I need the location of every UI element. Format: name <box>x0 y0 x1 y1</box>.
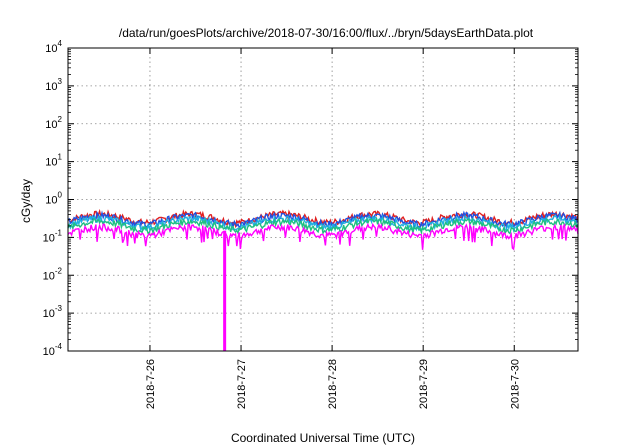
x-tick-label: 2018-7-28 <box>327 359 339 409</box>
y-tick-label: 10-4 <box>43 342 63 358</box>
x-tick-label: 2018-7-30 <box>509 359 521 409</box>
y-tick-label: 10-3 <box>43 304 63 320</box>
y-tick-label: 103 <box>45 77 62 93</box>
y-tick-label: 102 <box>45 115 62 131</box>
y-tick-label: 10-1 <box>43 228 63 244</box>
y-tick-label: 100 <box>45 191 62 207</box>
x-tick-label: 2018-7-26 <box>145 359 157 409</box>
y-axis: 10-4 10-3 10-2 10-1 100 101 102 103 104 <box>43 39 578 358</box>
y-tick-label: 10-2 <box>43 266 63 282</box>
series-line <box>67 217 579 236</box>
x-tick-label: 2018-7-29 <box>418 359 430 409</box>
y-tick-label: 101 <box>45 153 62 169</box>
y-axis-label: cGy/day <box>19 179 33 223</box>
series-group <box>67 208 579 351</box>
grid <box>68 48 578 351</box>
series-line <box>67 222 579 251</box>
chart-title: /data/run/goesPlots/archive/2018-07-30/1… <box>119 26 534 40</box>
x-axis-label: Coordinated Universal Time (UTC) <box>231 431 415 445</box>
x-axis: 2018-7-26 2018-7-27 2018-7-28 2018-7-29 2018… <box>145 48 521 409</box>
x-tick-label: 2018-7-27 <box>236 359 248 409</box>
y-tick-label: 104 <box>45 39 62 55</box>
